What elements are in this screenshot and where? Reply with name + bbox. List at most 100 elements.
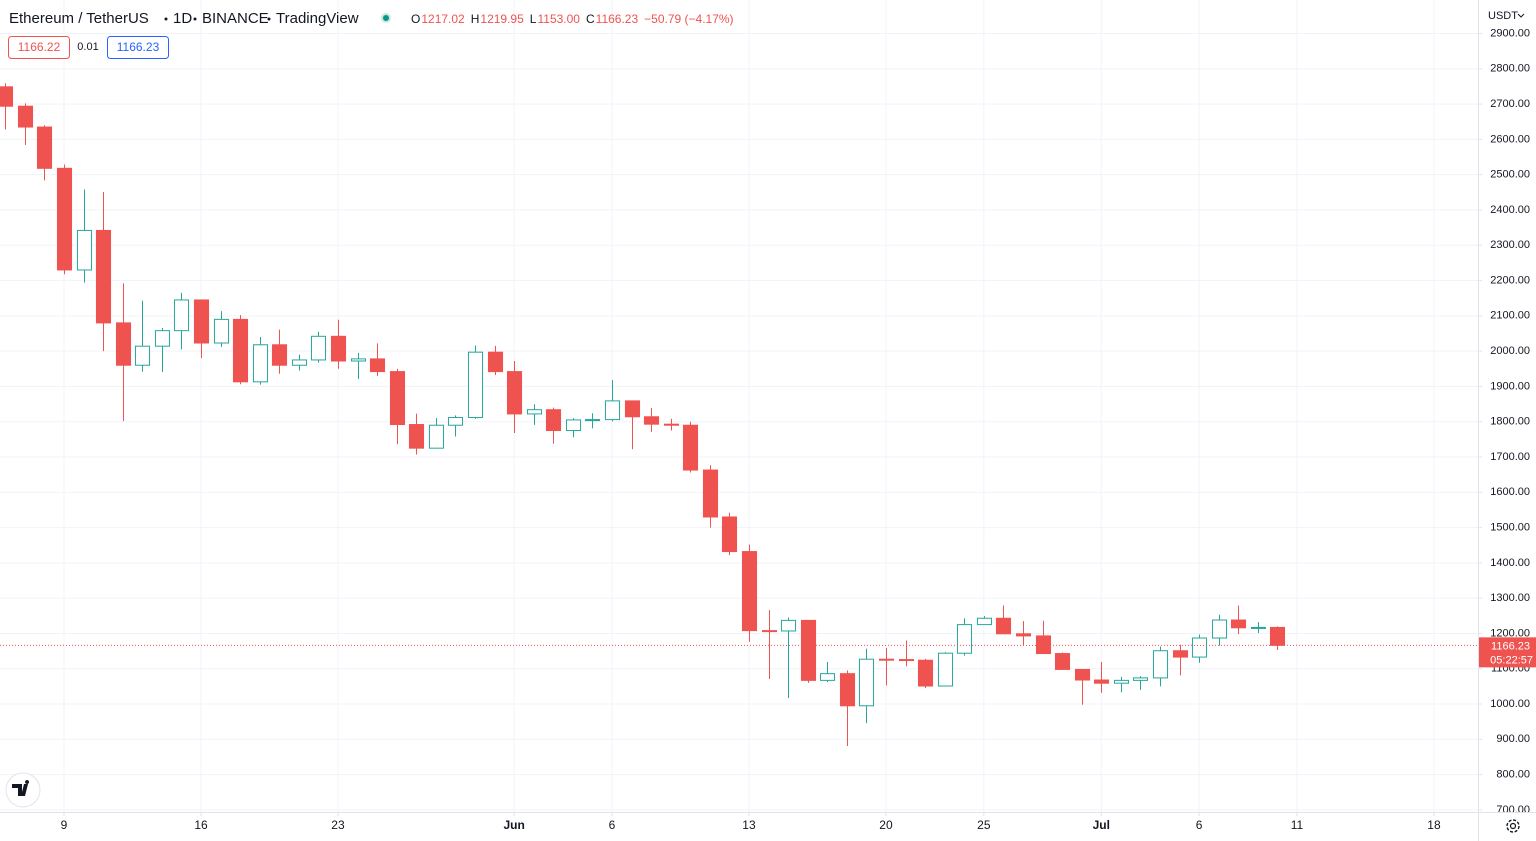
candle-body [878,658,895,661]
y-tick-label: 1600.00 [1490,486,1530,498]
candle-body [702,469,719,518]
candle-body [36,126,53,169]
buy-box[interactable] [107,36,169,59]
settings[interactable] [1506,819,1520,833]
y-tick-label: 2000.00 [1490,345,1530,357]
x-tick-label: 20 [879,818,893,832]
candle-body [956,624,973,654]
candle-body [154,330,171,347]
ohlc-value: 1217.02 [421,12,465,26]
y-tick-label: 1000.00 [1490,698,1530,710]
candle-body [721,516,738,553]
y-tick-label: 700.00 [1496,804,1530,816]
market-status[interactable] [383,15,389,21]
x-tick-label: 25 [977,818,991,832]
candle-body [604,400,621,421]
candle-body [193,299,210,344]
x-tick-label: 11 [1291,818,1304,832]
candle-body [56,167,73,271]
x-tick-label: 6 [609,818,616,832]
candle-body [213,318,230,344]
candle-body [1035,635,1052,655]
candle-body [839,673,856,707]
candle-body [330,335,347,362]
separator [164,17,168,21]
x-tick-label: Jun [503,818,524,832]
candle-body [1113,679,1130,684]
candle-body [565,419,582,432]
x-tick-label: 13 [742,818,756,832]
y-tick-label: 1300.00 [1490,592,1530,604]
y-tick-label: 800.00 [1496,768,1530,780]
candle-body [1211,619,1228,639]
spread: 0.01 [77,41,98,53]
y-tick-label: 1400.00 [1490,557,1530,569]
candle-body [17,105,34,128]
candle-body [467,351,484,418]
separator [193,17,197,21]
x-tick-label: Jul [1093,818,1110,832]
candle-body [1250,626,1267,629]
candle-body [624,400,641,418]
candle-body [389,371,406,426]
x-tick-label: 18 [1427,818,1441,832]
candle-body [447,416,464,426]
ohlc-label: L [530,12,537,26]
candle-body [428,424,445,449]
candle-body [898,659,915,662]
y-tick-label: 2900.00 [1490,27,1530,39]
ohlc-label: O [411,12,420,26]
candle-body [252,344,269,383]
currency[interactable]: USDT [1488,10,1518,22]
y-tick-label: 2200.00 [1490,274,1530,286]
candle-body [408,424,425,449]
candle-body [76,229,93,271]
y-tick-label: 1500.00 [1490,521,1530,533]
y-tick-label: 2800.00 [1490,63,1530,75]
y-tick-label: 2600.00 [1490,133,1530,145]
y-tick-label: 1700.00 [1490,451,1530,463]
candle-body [545,409,562,432]
candle-body [800,619,817,681]
countdown: 05:22:57 [1490,654,1533,666]
y-tick-label: 2400.00 [1490,204,1530,216]
symbol[interactable]: Ethereum / TetherUS [9,10,149,27]
source: TradingView [276,10,359,27]
currency-bg [1480,4,1534,26]
x-tick-label: 16 [194,818,208,832]
candle-body [741,551,758,632]
buy-price[interactable]: 1166.23 [117,40,160,54]
sell-box[interactable] [8,36,70,59]
interval[interactable]: 1D [173,10,192,27]
currency-caret[interactable] [1517,13,1525,18]
sell-price[interactable]: 1166.22 [18,40,61,54]
candle-body [1269,626,1286,646]
candle-body [917,659,934,687]
ohlc-label: H [471,12,480,26]
change: −50.79 (−4.17%) [644,12,733,26]
ohlc-value: 1166.23 [596,12,639,26]
ohlc-value: 1153.00 [537,12,580,26]
y-tick-label: 2700.00 [1490,98,1530,110]
candle-body [682,424,699,471]
candle-body [173,299,190,332]
y-tick-label: 1800.00 [1490,416,1530,428]
candle-body [1191,637,1208,658]
last-price-label: 1166.23 [1491,640,1530,652]
x-tick-label: 6 [1196,818,1203,832]
candle-body [1172,650,1189,658]
settings-center[interactable] [1509,822,1517,830]
candle-body [1054,653,1071,670]
y-tick-label: 1900.00 [1490,380,1530,392]
candle-body [780,619,797,632]
y-tick-label: 1200.00 [1490,627,1530,639]
candle-body [1230,619,1247,629]
candle-body [663,423,680,426]
candle-body [115,322,132,366]
y-tick-label: 900.00 [1496,733,1530,745]
last-price-box [1479,637,1536,668]
logo[interactable] [12,780,30,796]
ohlc-label: C [586,12,595,26]
